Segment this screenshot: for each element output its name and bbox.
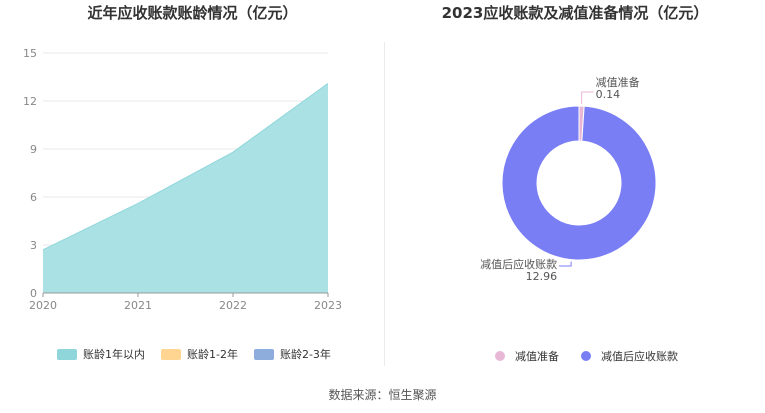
- y-tick-label: 3: [30, 239, 37, 252]
- y-tick-label: 15: [23, 47, 37, 60]
- data-source-note: 数据来源：恒生聚源: [328, 388, 437, 402]
- donut-chart-legend: 减值准备 减值后应收账款: [495, 348, 700, 364]
- panel-divider: [384, 42, 385, 366]
- legend-label: 账龄1年以内: [83, 348, 145, 361]
- label-leader-line: [581, 91, 594, 105]
- slice-label-value: 12.96: [526, 270, 558, 283]
- slice-label-value: 0.14: [596, 88, 621, 101]
- area-series-age-within-1y: [43, 83, 328, 294]
- slice-label-name: 减值后应收账款: [480, 257, 557, 271]
- y-tick-label: 0: [30, 287, 37, 300]
- legend-swatch: [253, 348, 274, 360]
- legend-label: 账龄1-2年: [187, 348, 238, 361]
- legend-item-impairment[interactable]: 减值准备: [495, 348, 559, 364]
- legend-label: 减值准备: [515, 350, 559, 363]
- legend-item-net-receivables[interactable]: 减值后应收账款: [581, 348, 678, 364]
- label-leader-line: [559, 261, 572, 267]
- legend-swatch: [161, 348, 181, 360]
- y-tick-label: 12: [23, 95, 37, 108]
- x-tick-label: 2020: [29, 299, 57, 312]
- legend-swatch: [57, 348, 77, 360]
- donut-slice-net-receivables: [501, 105, 657, 261]
- area-chart: 0 3 6 9 12 15 2020 2021 2022 2023: [23, 47, 342, 312]
- y-tick-label: 6: [30, 191, 37, 204]
- x-tick-label: 2021: [124, 299, 152, 312]
- right-chart-title: 2023应收账款及减值准备情况（亿元）: [441, 4, 709, 22]
- legend-label: 账龄2-3年: [279, 348, 331, 361]
- left-chart-title: 近年应收账款账龄情况（亿元）: [87, 4, 298, 22]
- area-series-outline: [42, 82, 329, 251]
- legend-item-age-within-1y[interactable]: 账龄1年以内: [57, 346, 145, 362]
- slice-label-name: 减值准备: [596, 75, 640, 89]
- legend-item-age-2-3y[interactable]: 账龄2-3年: [253, 346, 331, 362]
- x-tick-label: 2022: [219, 299, 247, 312]
- legend-dot: [495, 351, 505, 361]
- area-chart-legend: 账龄1年以内 账龄1-2年 账龄2-3年: [57, 346, 347, 362]
- legend-item-age-1-2y[interactable]: 账龄1-2年: [161, 346, 238, 362]
- y-tick-label: 9: [30, 143, 37, 156]
- legend-label: 减值后应收账款: [601, 350, 678, 363]
- legend-dot: [581, 351, 591, 361]
- x-tick-label: 2023: [314, 299, 342, 312]
